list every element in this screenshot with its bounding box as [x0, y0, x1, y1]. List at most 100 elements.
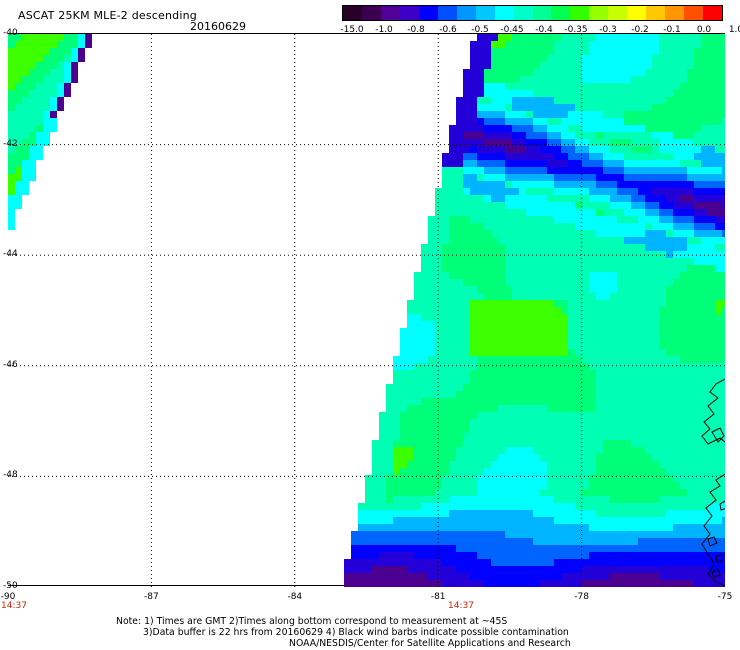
wind-swath-cell — [533, 146, 540, 153]
wind-swath-cell — [8, 160, 15, 167]
wind-swath-cell — [715, 426, 722, 433]
wind-swath-cell — [582, 279, 589, 286]
wind-swath-cell — [428, 496, 435, 503]
wind-swath-cell — [589, 195, 596, 202]
wind-swath-cell — [512, 545, 519, 552]
wind-swath-cell — [449, 258, 456, 265]
wind-swath-cell — [694, 307, 701, 314]
wind-swath-cell — [673, 181, 680, 188]
wind-swath-cell — [568, 69, 575, 76]
wind-swath-cell — [659, 433, 666, 440]
wind-swath-cell — [659, 83, 666, 90]
wind-swath-cell — [533, 293, 540, 300]
wind-swath-cell — [680, 370, 687, 377]
wind-swath-cell — [15, 160, 22, 167]
wind-swath-cell — [414, 335, 421, 342]
wind-swath-cell — [365, 580, 372, 587]
wind-swath-cell — [673, 433, 680, 440]
wind-swath-cell — [680, 111, 687, 118]
wind-swath-cell — [568, 55, 575, 62]
wind-swath-cell — [617, 300, 624, 307]
wind-swath-cell — [596, 377, 603, 384]
wind-swath-cell — [456, 202, 463, 209]
wind-swath-cell — [659, 573, 666, 580]
wind-swath-cell — [540, 167, 547, 174]
wind-swath-cell — [519, 566, 526, 573]
wind-swath-cell — [512, 286, 519, 293]
wind-swath-cell — [624, 405, 631, 412]
wind-swath-cell — [652, 209, 659, 216]
wind-swath-cell — [15, 139, 22, 146]
wind-swath-cell — [484, 293, 491, 300]
wind-swath-cell — [673, 566, 680, 573]
wind-swath-cell — [666, 510, 673, 517]
wind-swath-cell — [589, 405, 596, 412]
wind-swath-cell — [554, 419, 561, 426]
wind-swath-cell — [624, 342, 631, 349]
wind-swath-cell — [512, 62, 519, 69]
wind-swath-cell — [470, 342, 477, 349]
wind-swath-cell — [659, 370, 666, 377]
wind-swath-cell — [673, 293, 680, 300]
wind-swath-cell — [547, 440, 554, 447]
wind-swath-cell — [50, 48, 57, 55]
wind-swath-cell — [673, 265, 680, 272]
wind-swath-cell — [358, 524, 365, 531]
wind-swath-cell — [701, 34, 708, 41]
wind-swath-cell — [512, 34, 519, 41]
wind-swath-cell — [561, 286, 568, 293]
wind-swath-cell — [428, 300, 435, 307]
wind-swath-cell — [568, 580, 575, 587]
wind-swath-cell — [526, 412, 533, 419]
wind-swath-cell — [477, 202, 484, 209]
wind-swath-cell — [680, 321, 687, 328]
wind-swath-cell — [498, 202, 505, 209]
wind-swath-cell — [652, 202, 659, 209]
wind-swath-cell — [694, 279, 701, 286]
wind-swath-cell — [582, 34, 589, 41]
wind-swath-cell — [701, 41, 708, 48]
wind-swath-cell — [463, 524, 470, 531]
wind-swath-cell — [435, 545, 442, 552]
wind-swath-cell — [631, 524, 638, 531]
wind-swath-cell — [512, 314, 519, 321]
wind-swath-cell — [582, 97, 589, 104]
wind-swath-cell — [505, 405, 512, 412]
wind-swath-cell — [442, 496, 449, 503]
wind-swath-cell — [652, 188, 659, 195]
wind-swath-cell — [624, 391, 631, 398]
wind-swath-cell — [470, 573, 477, 580]
wind-swath-cell — [568, 125, 575, 132]
wind-swath-cell — [722, 104, 725, 111]
wind-swath-cell — [456, 356, 463, 363]
wind-swath-cell — [491, 349, 498, 356]
wind-swath-cell — [659, 132, 666, 139]
wind-swath-cell — [582, 286, 589, 293]
wind-swath-cell — [603, 209, 610, 216]
wind-swath-cell — [561, 237, 568, 244]
wind-swath-cell — [687, 286, 694, 293]
wind-swath-cell — [673, 496, 680, 503]
wind-swath-cell — [589, 286, 596, 293]
wind-swath-cell — [694, 384, 701, 391]
wind-swath-cell — [568, 447, 575, 454]
wind-swath-cell — [358, 566, 365, 573]
wind-swath-cell — [470, 545, 477, 552]
wind-swath-cell — [561, 454, 568, 461]
wind-swath-cell — [519, 167, 526, 174]
wind-swath-cell — [589, 153, 596, 160]
wind-swath-map[interactable] — [8, 34, 725, 587]
wind-swath-cell — [400, 482, 407, 489]
wind-swath-cell — [547, 97, 554, 104]
wind-swath-cell — [582, 167, 589, 174]
wind-swath-cell — [575, 461, 582, 468]
wind-swath-cell — [645, 363, 652, 370]
wind-swath-cell — [603, 552, 610, 559]
wind-swath-cell — [680, 160, 687, 167]
wind-swath-cell — [610, 202, 617, 209]
wind-swath-cell — [715, 328, 722, 335]
wind-swath-cell — [484, 412, 491, 419]
wind-swath-cell — [638, 174, 645, 181]
map-panel[interactable] — [8, 33, 725, 587]
wind-swath-cell — [645, 216, 652, 223]
